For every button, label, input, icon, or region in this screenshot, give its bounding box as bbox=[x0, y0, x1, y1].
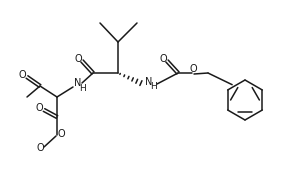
Text: N: N bbox=[145, 77, 153, 87]
Text: N: N bbox=[74, 78, 82, 88]
Text: O: O bbox=[189, 64, 197, 74]
Text: H: H bbox=[79, 83, 86, 92]
Text: O: O bbox=[35, 103, 43, 113]
Text: O: O bbox=[159, 54, 167, 64]
Text: O: O bbox=[74, 54, 82, 64]
Text: O: O bbox=[18, 70, 26, 80]
Text: O: O bbox=[57, 129, 65, 139]
Text: O: O bbox=[36, 143, 44, 153]
Text: H: H bbox=[151, 82, 157, 90]
